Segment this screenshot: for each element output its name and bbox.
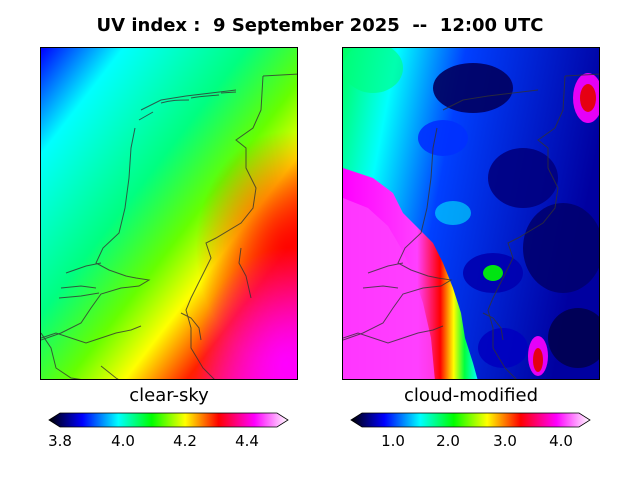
tick-label: 4.0 (549, 432, 573, 450)
netherlands-outline (343, 73, 599, 379)
tick-label: 4.4 (235, 432, 259, 450)
figure-title: UV index : 9 September 2025 -- 12:00 UTC (96, 15, 544, 36)
tick-label: 3.8 (48, 432, 72, 450)
clear-patches (343, 48, 599, 376)
cloud-modified-colorbar (350, 412, 591, 428)
netherlands-outline (41, 73, 297, 379)
cloud-modified-label: cloud-modified (403, 385, 539, 406)
uv-peak-band (343, 198, 435, 379)
clear-sky-map (40, 47, 298, 380)
tick-label: 4.0 (111, 432, 135, 450)
tick-label: 2.0 (436, 432, 460, 450)
clear-sky-label: clear-sky (129, 385, 209, 406)
tick-label: 3.0 (493, 432, 517, 450)
tick-label: 4.2 (173, 432, 197, 450)
cloud-modified-map (342, 47, 600, 380)
cloud-patches (418, 63, 599, 368)
tick-label: 1.0 (381, 432, 405, 450)
uv-peak-zone (41, 48, 297, 379)
clear-sky-colorbar (48, 412, 289, 428)
